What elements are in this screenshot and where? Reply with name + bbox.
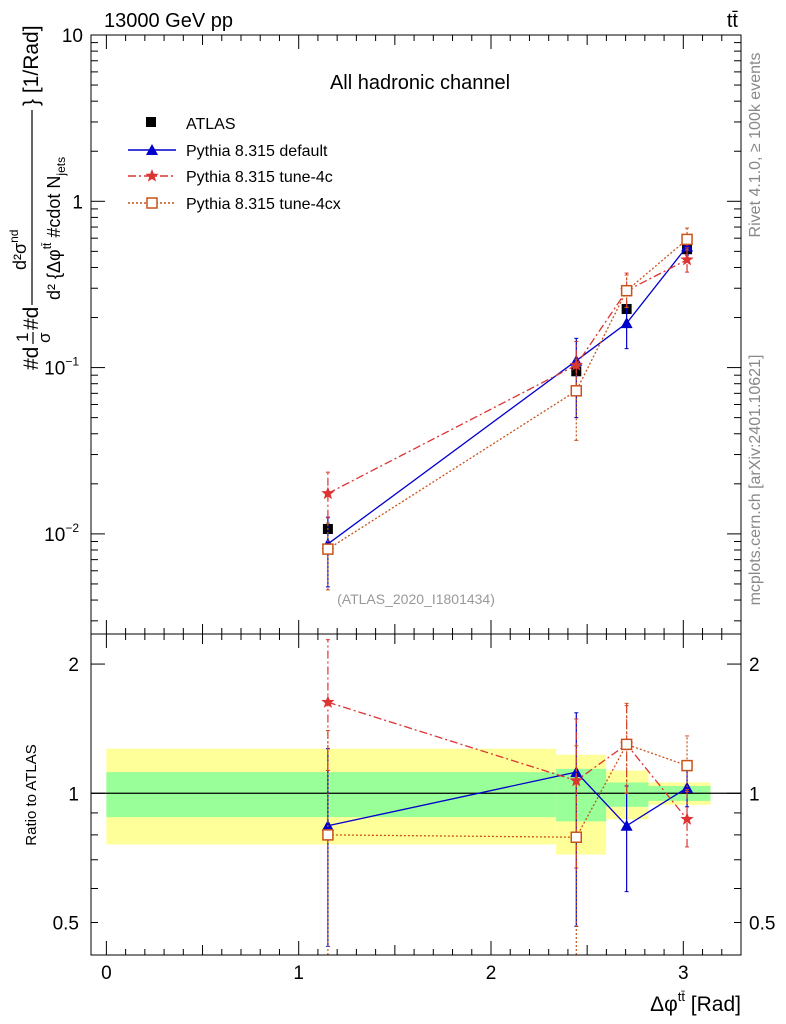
main-y-tick-label: 10 [62, 26, 83, 47]
ylabel-denominator-sup: tt̄ [40, 242, 54, 249]
mcplots-label: mcplots.cern.ch [arXiv:2401.10621] [747, 355, 764, 606]
svg-text:d² {Δφtt̄ #cdot Njets: d² {Δφtt̄ #cdot Njets [40, 157, 68, 300]
main-series-3 [322, 227, 693, 591]
ylabel-denominator-sub: jets [54, 157, 68, 177]
legend-marker-default [146, 144, 158, 155]
svg-text:#d: #d [20, 307, 43, 330]
svg-text:σ: σ [35, 332, 54, 343]
data-point [620, 284, 633, 297]
ylabel-frac-num: 1 [13, 333, 32, 342]
ratio-point [321, 695, 335, 708]
legend-label-tune4c: Pythia 8.315 tune-4c [186, 169, 333, 186]
ratio-point [680, 812, 694, 825]
data-point [681, 240, 694, 252]
legend-marker-atlas [146, 117, 156, 127]
legend-label-tune4cx: Pythia 8.315 tune-4cx [186, 196, 341, 213]
x-axis-title-sup: tt̄ [678, 989, 686, 1004]
ylabel-d: #d [20, 347, 43, 370]
main-y-axis-title: #d 1 σ #d d²σnd d² {Δφtt̄ #cdot Njets } … [7, 25, 68, 370]
ratio-point [322, 829, 334, 841]
data-point [569, 358, 583, 371]
ratio-point [681, 759, 693, 772]
legend-label-atlas: ATLAS [186, 116, 236, 133]
data-point [570, 385, 583, 397]
svg-text:1: 1 [13, 333, 32, 342]
legend-star-icon [145, 169, 159, 182]
main-title: All hadronic channel [330, 72, 510, 94]
x-tick-label: 2 [486, 963, 497, 984]
ratio-y-tick-label-left: 0.5 [53, 913, 79, 934]
uncertainty-band-inner [606, 782, 649, 807]
ratio-line [327, 701, 688, 820]
svg-text:#d: #d [20, 347, 43, 370]
x-tick-label: 0 [101, 963, 112, 984]
ratio-point [569, 773, 583, 787]
ylabel-numerator-sup: nd [7, 230, 21, 243]
svg-text:d²σnd: d²σnd [7, 230, 30, 270]
data-point [681, 233, 693, 246]
watermark: (ATLAS_2020_I1801434) [337, 591, 495, 607]
ratio-series-2 [322, 702, 693, 956]
ylabel-d2: #d [20, 307, 43, 330]
series-line [327, 259, 688, 495]
ylabel-denominator-tail: #cdot N [44, 176, 64, 243]
main-y-tick-label: 10−2 [44, 521, 79, 546]
ratio-y-tick-label-right: 1 [749, 784, 760, 805]
data-point [322, 543, 334, 555]
data-point [321, 486, 335, 500]
ratio-y-tick-label-right: 0.5 [749, 913, 775, 934]
energy-label: 13000 GeV pp [104, 10, 233, 32]
ratio-panel: 2 2 1 1 0.5 0.5 0 1 2 3 Ratio to ATLAS Δφtt̄ [Rad… [23, 633, 775, 1016]
ylabel-numerator: d²σ [10, 243, 30, 270]
rivet-version-label: Rivet 4.1.0, ≥ 100k events [747, 53, 764, 238]
main-panel: 10 1 10−1 10−2 All hadronic channel (ATLAS_… [7, 25, 742, 635]
svg-text:} [1/Rad]: } [1/Rad] [20, 25, 43, 106]
ratio-frame [90, 633, 742, 956]
x-axis-title: Δφtt̄ [Rad] [650, 989, 741, 1016]
x-axis-title-unit: [Rad] [685, 993, 741, 1016]
main-y-tick-label: 10−1 [44, 355, 79, 380]
ratio-point [620, 819, 633, 831]
ratio-line [327, 771, 688, 827]
ratio-point [570, 831, 583, 843]
ylabel-unit: } [1/Rad] [20, 25, 43, 106]
ylabel-frac-den: σ [35, 332, 54, 343]
legend: ATLAS Pythia 8.315 default Pythia 8.315 … [128, 116, 341, 213]
ratio-line [327, 743, 688, 838]
legend-marker-tune4cx [146, 197, 158, 209]
legend-label-default: Pythia 8.315 default [186, 143, 328, 160]
ratio-point [620, 738, 633, 751]
ratio-y-tick-label-left: 1 [68, 784, 79, 805]
ratio-y-tick-label-right: 2 [749, 655, 760, 676]
uncertainty-band-inner [106, 772, 557, 818]
main-y-tick-label: 1 [72, 192, 83, 213]
legend-marker-tune4c [145, 169, 159, 182]
x-tick-label: 1 [293, 963, 304, 984]
ratio-y-axis-title: Ratio to ATLAS [23, 744, 40, 845]
ylabel-denominator: d² {Δφ [44, 249, 64, 300]
data-point [620, 317, 633, 329]
data-point [680, 252, 694, 266]
process-label: tt̄ [727, 10, 739, 32]
ratio-y-tick-label-left: 2 [68, 655, 79, 676]
x-tick-label: 3 [678, 963, 689, 984]
x-axis-title-phi: Δφ [650, 993, 678, 1016]
